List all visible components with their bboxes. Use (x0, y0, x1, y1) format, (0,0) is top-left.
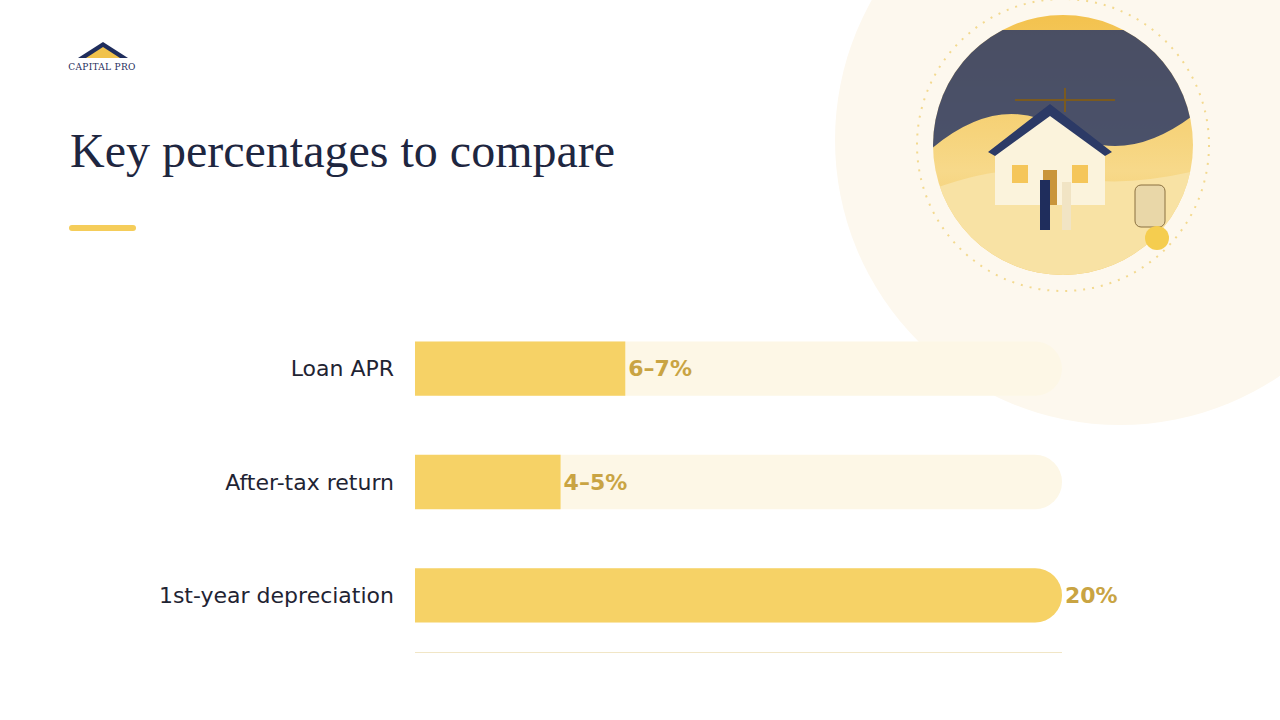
svg-text:4–5%: 4–5% (564, 470, 628, 495)
html-text:CAPITAL PRO: CAPITAL PRO (68, 62, 136, 72)
svg-text:After-tax return: After-tax return (225, 470, 394, 495)
svg-text:1st-year depreciation: 1st-year depreciation (159, 583, 394, 608)
svg-text:Key percentages to compare: Key percentages to compare (70, 124, 615, 177)
svg-text:6–7%: 6–7% (628, 356, 692, 381)
svg-text:20%: 20% (1065, 583, 1118, 608)
svg-text:Loan APR: Loan APR (291, 356, 394, 381)
